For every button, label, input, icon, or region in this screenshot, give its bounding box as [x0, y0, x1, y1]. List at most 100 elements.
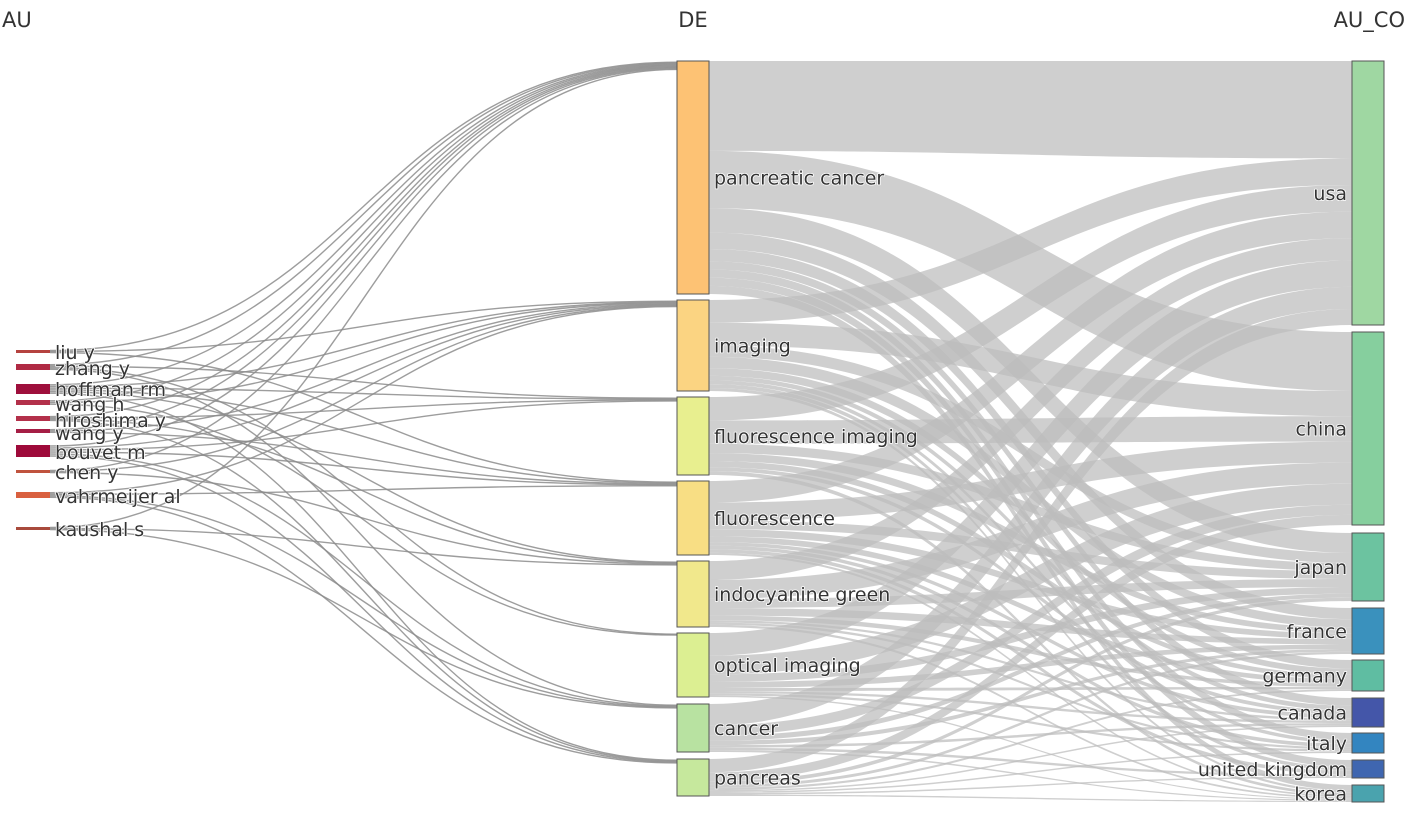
node-united-kingdom[interactable]	[1351, 759, 1385, 779]
link-hiroshima-y-to-pancreas	[49, 419, 678, 762]
node-label-fluorescence: fluorescence	[714, 508, 835, 530]
node-hoffman-rm[interactable]	[16, 384, 50, 394]
node-label-germany: germany	[1262, 666, 1347, 688]
node-imaging[interactable]	[676, 299, 710, 392]
node-label-pancreas: pancreas	[714, 768, 801, 790]
link-pancreas-to-china	[709, 514, 1352, 782]
node-pancreatic-cancer[interactable]	[676, 60, 710, 295]
link-fluorescence-to-canada	[709, 542, 1352, 719]
link-chen-y-to-indocyanine-green	[49, 471, 678, 565]
link-optical-imaging-to-italy	[709, 693, 1352, 752]
node-label-liu-y: liu y	[55, 342, 95, 364]
link-indocyanine-green-to-canada	[709, 620, 1352, 721]
node-korea[interactable]	[1351, 784, 1385, 803]
link-indocyanine-green-to-france	[709, 608, 1352, 645]
link-pancreas-to-korea	[709, 794, 1352, 802]
node-label-fluorescence-imaging: fluorescence imaging	[714, 426, 918, 448]
link-indocyanine-green-to-china	[709, 462, 1352, 599]
link-hiroshima-y-to-fluorescence-imaging	[49, 399, 678, 419]
link-pancreas-to-japan	[709, 597, 1352, 785]
link-vahrmeijer-al-to-cancer	[49, 495, 678, 708]
node-fluorescence[interactable]	[676, 480, 710, 556]
node-optical-imaging[interactable]	[676, 632, 710, 698]
node-canada[interactable]	[1351, 697, 1385, 728]
node-pancreas[interactable]	[676, 758, 710, 797]
link-cancer-to-united-kingdom	[709, 747, 1352, 777]
links-topic-to-country	[709, 61, 1352, 802]
link-fluorescence-to-usa	[709, 211, 1352, 503]
node-label-vahrmeijer-al: vahrmeijer al	[55, 486, 181, 508]
link-indocyanine-green-to-italy	[709, 622, 1352, 750]
link-cancer-to-canada	[709, 723, 1352, 748]
link-pancreas-to-canada	[709, 725, 1352, 792]
link-liu-y-to-pancreatic-cancer	[49, 61, 678, 352]
link-fluorescence-imaging-to-usa	[709, 185, 1352, 421]
link-bouvet-m-to-fluorescence-imaging	[49, 400, 678, 451]
link-hoffman-rm-to-indocyanine-green	[49, 390, 678, 563]
link-fluorescence-to-germany	[709, 536, 1352, 684]
node-label-optical-imaging: optical imaging	[714, 655, 861, 677]
link-cancer-to-china	[709, 504, 1352, 736]
link-fluorescence-to-japan	[709, 520, 1352, 579]
node-label-pancreatic-cancer: pancreatic cancer	[714, 168, 884, 190]
link-hoffman-rm-to-fluorescence	[49, 389, 678, 484]
node-japan[interactable]	[1351, 532, 1385, 602]
link-hoffman-rm-to-fluorescence-imaging	[49, 387, 678, 400]
link-wang-y-to-pancreatic-cancer	[49, 66, 678, 431]
link-wang-y-to-imaging	[49, 303, 678, 432]
node-chen-y[interactable]	[16, 470, 50, 473]
column-title-de: DE	[678, 8, 707, 32]
link-fluorescence-to-china	[709, 441, 1352, 521]
link-chen-y-to-imaging	[49, 305, 678, 473]
link-zhang-y-to-pancreatic-cancer	[49, 62, 678, 366]
node-wang-y[interactable]	[16, 429, 50, 433]
link-hiroshima-y-to-pancreatic-cancer	[49, 65, 678, 418]
node-label-hiroshima-y: hiroshima y	[55, 410, 166, 432]
node-germany[interactable]	[1351, 659, 1385, 692]
link-fluorescence-to-united-kingdom	[709, 549, 1352, 775]
node-label-chen-y: chen y	[55, 462, 119, 484]
link-liu-y-to-fluorescence	[49, 351, 678, 483]
link-bouvet-m-to-pancreatic-cancer	[49, 66, 678, 447]
link-vahrmeijer-al-to-imaging	[49, 305, 678, 494]
node-hiroshima-y[interactable]	[16, 416, 50, 421]
link-zhang-y-to-optical-imaging	[49, 367, 678, 635]
link-optical-imaging-to-germany	[709, 686, 1352, 691]
node-indocyanine-green[interactable]	[676, 560, 710, 628]
link-pancreas-to-germany	[709, 689, 1352, 791]
node-liu-y[interactable]	[16, 350, 50, 353]
link-chen-y-to-pancreatic-cancer	[49, 67, 678, 472]
link-bouvet-m-to-pancreas	[49, 455, 678, 763]
node-cancer[interactable]	[676, 703, 710, 753]
node-label-korea: korea	[1294, 784, 1347, 806]
node-bouvet-m[interactable]	[16, 445, 50, 457]
node-label-hoffman-rm: hoffman rm	[55, 379, 166, 401]
node-vahrmeijer-al[interactable]	[16, 492, 50, 498]
link-pancreas-to-italy	[709, 751, 1352, 794]
column-title-au-co: AU_CO	[1334, 8, 1405, 33]
node-zhang-y[interactable]	[16, 364, 50, 370]
link-indocyanine-green-to-usa	[709, 238, 1352, 580]
link-pancreatic-cancer-to-china	[709, 150, 1352, 391]
node-france[interactable]	[1351, 607, 1385, 655]
link-pancreas-to-france	[709, 651, 1352, 788]
link-imaging-to-usa	[709, 158, 1352, 323]
link-cancer-to-korea	[709, 750, 1352, 801]
link-hiroshima-y-to-indocyanine-green	[49, 418, 678, 564]
node-italy[interactable]	[1351, 732, 1385, 754]
link-optical-imaging-to-usa	[709, 260, 1352, 656]
node-label-canada: canada	[1278, 703, 1347, 725]
node-china[interactable]	[1351, 331, 1385, 526]
link-indocyanine-green-to-korea	[709, 624, 1352, 799]
node-usa[interactable]	[1351, 60, 1385, 326]
node-kaushal-s[interactable]	[16, 527, 50, 530]
node-label-france: france	[1287, 621, 1347, 643]
node-label-china: china	[1296, 419, 1347, 441]
link-cancer-to-france	[709, 648, 1352, 746]
link-imaging-to-france	[709, 356, 1352, 628]
node-fluorescence-imaging[interactable]	[676, 396, 710, 476]
node-label-united-kingdom: united kingdom	[1198, 759, 1347, 781]
node-wang-h[interactable]	[16, 400, 50, 405]
